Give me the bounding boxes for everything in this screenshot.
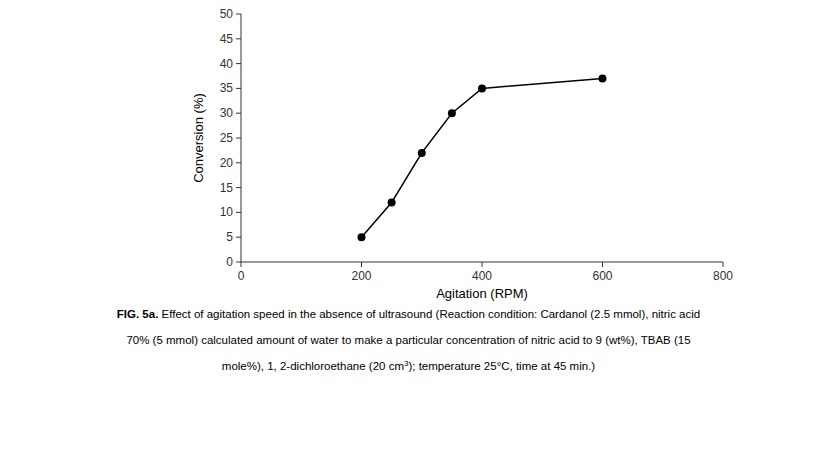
caption-line: FIG. 5a. Effect of agitation speed in th…: [117, 308, 700, 320]
y-axis-label: Conversion (%): [191, 93, 206, 183]
y-tick-label: 0: [226, 255, 233, 269]
plot-area: [358, 74, 607, 241]
point: [418, 149, 426, 157]
y-tick-label: 40: [220, 57, 234, 71]
point: [388, 198, 396, 206]
point: [448, 109, 456, 117]
y-tick-label: 50: [220, 7, 234, 21]
x-tick: [723, 262, 724, 267]
y-tick-label: 30: [220, 106, 234, 120]
point: [358, 233, 366, 241]
x-tick: [241, 262, 242, 267]
y-tick: [236, 38, 241, 39]
caption-text: mole%), 1, 2-dichloroethane (20 cm: [222, 360, 404, 372]
caption-line: 70% (5 mmol) calculated amount of water …: [126, 334, 690, 346]
line: [362, 78, 603, 237]
y-tick: [236, 162, 241, 163]
x-tick: [361, 262, 362, 267]
y-tick: [236, 187, 241, 188]
x-tick-label: 0: [238, 269, 245, 283]
y-tick-label: 20: [220, 156, 234, 170]
x-tick-label: 400: [472, 269, 492, 283]
point: [599, 74, 607, 82]
y-tick-label: 35: [220, 81, 234, 95]
y-tick: [236, 237, 241, 238]
x-tick-label: 200: [351, 269, 371, 283]
y-tick-label: 15: [220, 181, 234, 195]
caption-text: Effect of agitation speed in the absence…: [158, 308, 700, 320]
y-tick-label: 25: [220, 131, 234, 145]
caption-text: FIG. 5a.: [117, 308, 159, 320]
chart: 0 200 400 600 800 0 5 10 15 20 25 30 35 40 45 50 Agitati…: [0, 0, 817, 459]
y-tick-label: 5: [226, 230, 233, 244]
caption-line: mole%), 1, 2-dichloroethane (20 cm3); te…: [222, 359, 596, 372]
y-tick-label: 45: [220, 32, 234, 46]
caption-text: ); temperature 25°C, time at 45 min.): [408, 360, 595, 372]
caption-text: 70% (5 mmol) calculated amount of water …: [126, 334, 690, 346]
y-tick: [236, 14, 241, 15]
y-tick-label: 10: [220, 205, 234, 219]
y-tick: [236, 212, 241, 213]
point: [478, 84, 486, 92]
x-tick: [482, 262, 483, 267]
y-tick: [236, 138, 241, 139]
y-tick: [236, 88, 241, 89]
x-tick-label: 600: [592, 269, 612, 283]
y-tick: [236, 113, 241, 114]
x-axis-label: Agitation (RPM): [436, 286, 528, 301]
y-tick: [236, 63, 241, 64]
x-tick: [602, 262, 603, 267]
x-tick-label: 800: [713, 269, 733, 283]
y-tick: [236, 262, 241, 263]
